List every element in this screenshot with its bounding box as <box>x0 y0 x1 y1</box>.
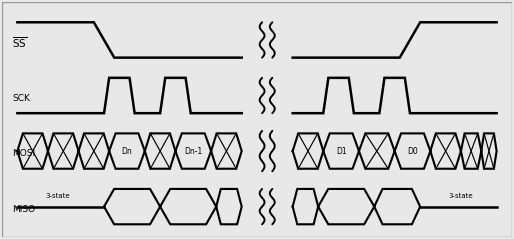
Text: D0: D0 <box>407 147 418 156</box>
Text: MOSI: MOSI <box>12 149 35 158</box>
Text: 3-state: 3-state <box>449 193 473 199</box>
Text: MISO: MISO <box>12 205 35 214</box>
Text: D1: D1 <box>336 147 346 156</box>
Text: 3-state: 3-state <box>46 193 70 199</box>
Bar <box>2 2 512 237</box>
Text: SCK: SCK <box>12 93 30 103</box>
Text: $\overline{\mathsf{SS}}$: $\overline{\mathsf{SS}}$ <box>12 35 27 50</box>
Text: Dn-1: Dn-1 <box>184 147 203 156</box>
Text: Dn: Dn <box>122 147 133 156</box>
